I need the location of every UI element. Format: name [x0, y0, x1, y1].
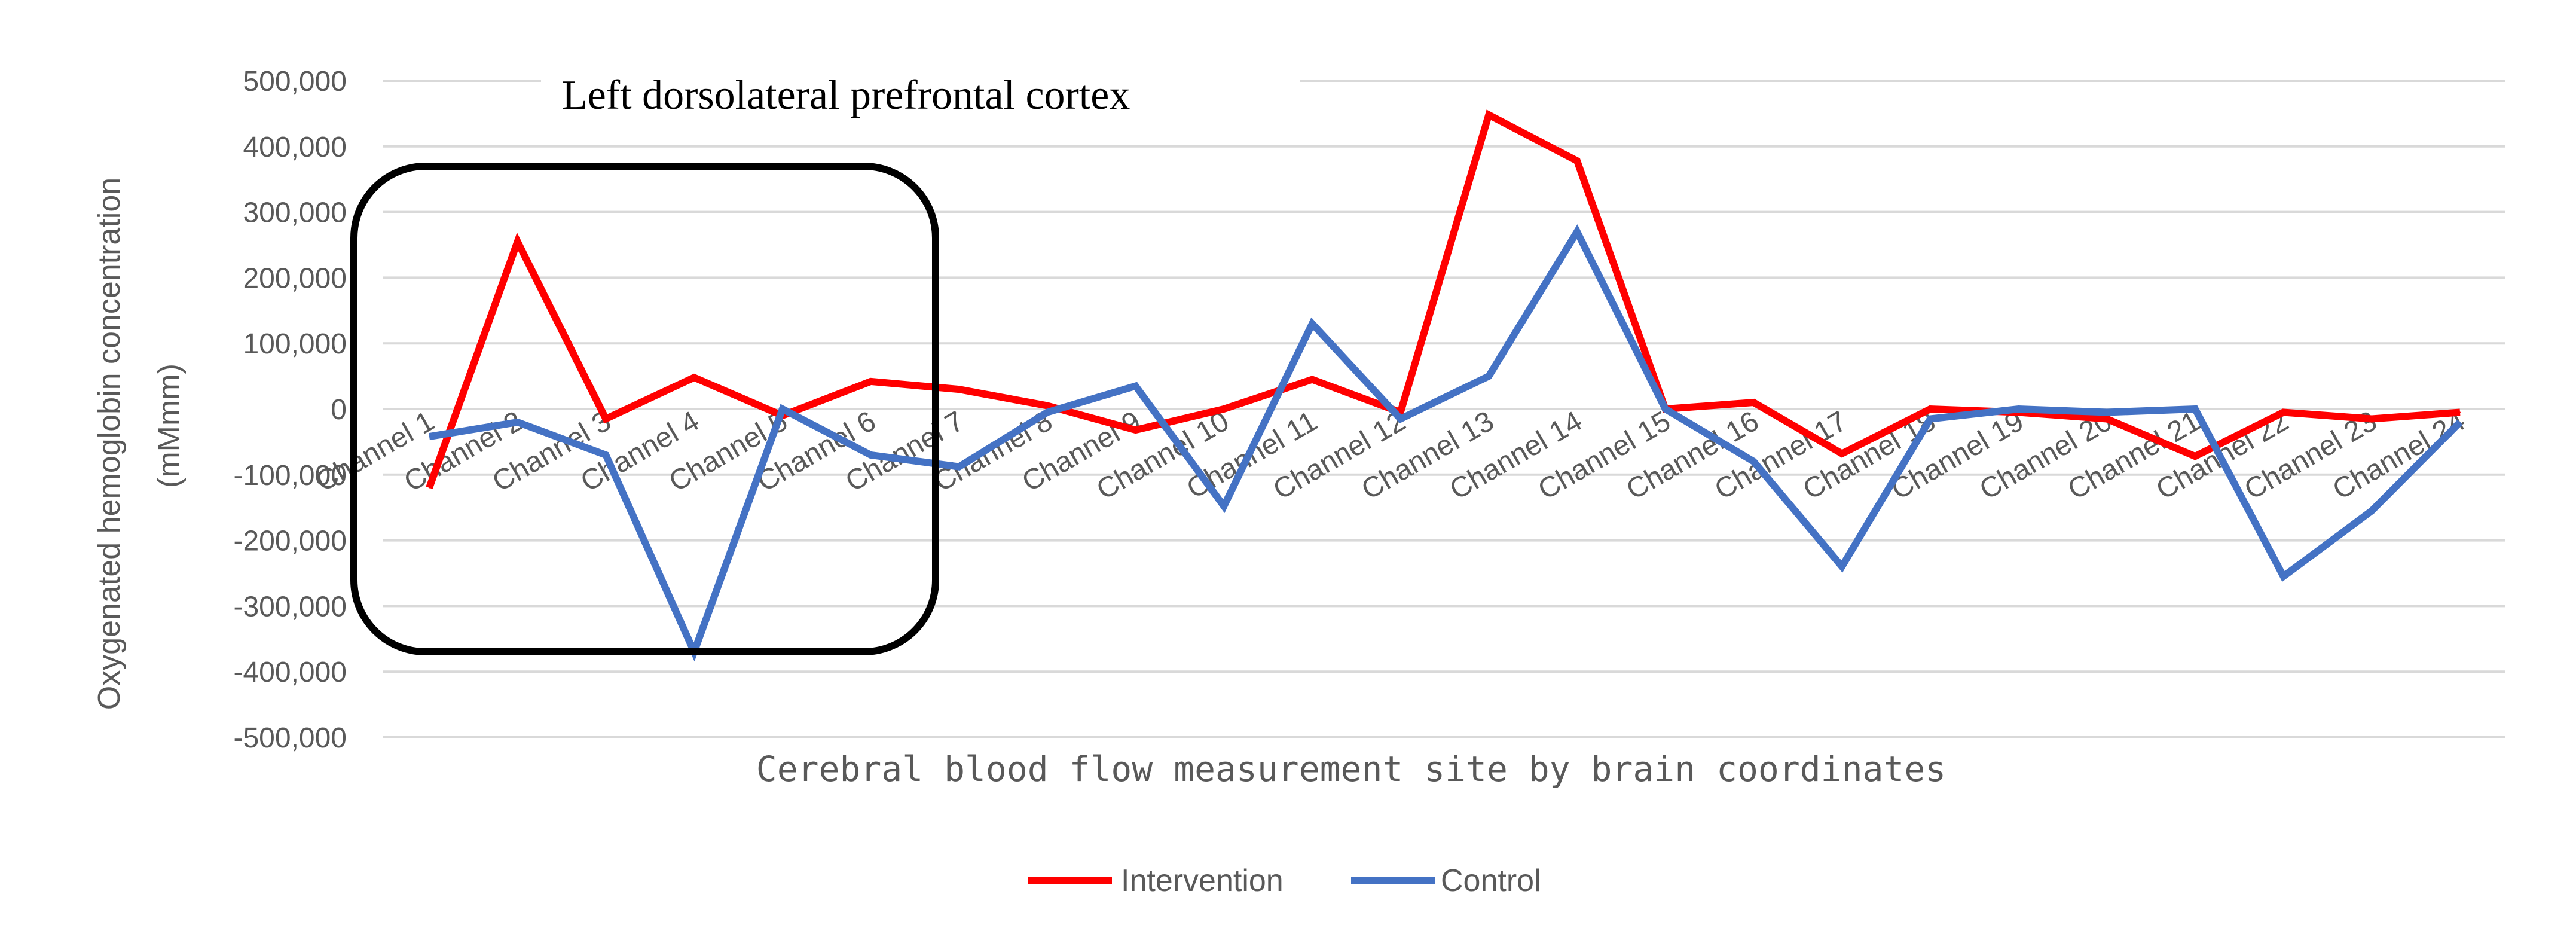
- data-point-control: [2459, 421, 2461, 423]
- data-point-intervention: [693, 377, 695, 379]
- data-point-intervention: [605, 418, 607, 420]
- data-point-control: [1046, 411, 1048, 413]
- data-point-control: [870, 454, 872, 456]
- x-axis-label: Cerebral blood flow measurement site by …: [756, 749, 1946, 789]
- data-point-control: [1929, 418, 1931, 420]
- data-series: [426, 109, 2463, 662]
- data-point-intervention: [2459, 411, 2461, 413]
- y-tick-label: 100,000: [243, 328, 347, 360]
- data-point-control: [2371, 510, 2373, 512]
- data-point-control: [781, 408, 783, 410]
- data-point-control: [605, 454, 607, 456]
- data-point-control: [429, 436, 430, 438]
- data-point-intervention: [958, 389, 960, 390]
- y-tick-label: 400,000: [243, 132, 347, 163]
- chart-title: Left dorsolateral prefrontal cortex: [562, 72, 1130, 118]
- data-point-intervention: [1046, 405, 1048, 407]
- data-point-control: [517, 421, 518, 423]
- data-point-control: [1753, 460, 1755, 462]
- data-point-intervention: [1135, 429, 1136, 431]
- data-point-intervention: [517, 241, 518, 243]
- title-backdrop: [541, 60, 1300, 144]
- data-point-intervention: [2371, 418, 2373, 420]
- data-point-control: [1488, 376, 1490, 377]
- data-point-control: [958, 466, 960, 468]
- y-tick-label: -300,000: [234, 591, 347, 622]
- data-point-intervention: [2194, 456, 2196, 457]
- y-axis-ticks: 500,000 400,000 300,000 200,000 100,000 0 -100…: [234, 66, 347, 754]
- data-point-intervention: [1488, 114, 1490, 116]
- data-point-control: [2282, 575, 2284, 577]
- data-point-control: [1576, 231, 1578, 233]
- y-tick-label: 0: [331, 394, 347, 426]
- data-point-control: [2106, 411, 2108, 413]
- y-tick-label: 500,000: [243, 66, 347, 97]
- data-point-control: [1135, 385, 1136, 387]
- y-tick-label: -200,000: [234, 526, 347, 557]
- data-point-intervention: [1841, 453, 1843, 454]
- data-point-control: [1841, 566, 1843, 567]
- data-point-control: [1399, 418, 1401, 420]
- y-tick-label: -400,000: [234, 657, 347, 688]
- data-point-intervention: [2106, 418, 2108, 420]
- data-point-control: [2018, 408, 2019, 410]
- y-tick-label: -100,000: [234, 460, 347, 492]
- legend-label-control: Control: [1441, 863, 1541, 898]
- legend: Intervention Control: [1028, 863, 1541, 898]
- data-point-control: [1664, 408, 1666, 410]
- y-tick-label: -500,000: [234, 722, 347, 754]
- data-point-intervention: [1399, 411, 1401, 413]
- data-point-control: [1311, 323, 1313, 325]
- y-axis-label-unit: (mMmm): [152, 364, 187, 488]
- data-point-control: [1223, 505, 1225, 507]
- y-axis-label: Oxygenated hemoglobin concentration: [92, 178, 127, 710]
- data-point-intervention: [1753, 402, 1755, 404]
- data-point-control: [2194, 408, 2196, 410]
- highlight-box: [350, 163, 939, 655]
- y-tick-label: 200,000: [243, 263, 347, 294]
- data-point-intervention: [1311, 379, 1313, 380]
- series-line-control: [429, 224, 2463, 662]
- y-tick-label: 300,000: [243, 197, 347, 229]
- series-line-intervention: [426, 109, 2461, 489]
- data-point-intervention: [1223, 408, 1225, 410]
- data-point-intervention: [1576, 160, 1578, 161]
- data-point-intervention: [429, 487, 430, 489]
- legend-label-intervention: Intervention: [1121, 863, 1284, 898]
- data-point-intervention: [2282, 411, 2284, 413]
- data-point-intervention: [1929, 408, 1931, 410]
- data-point-intervention: [870, 380, 872, 382]
